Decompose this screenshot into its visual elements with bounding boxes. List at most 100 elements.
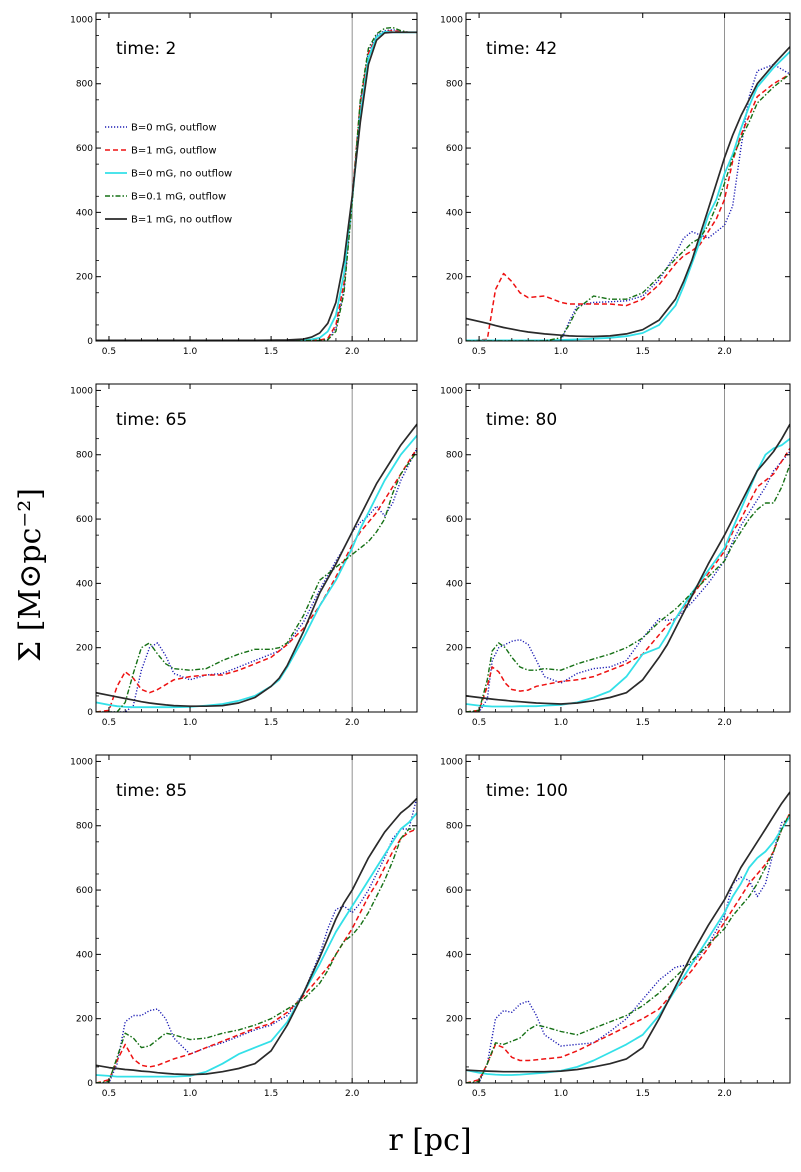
- series-line-b0_noout: [466, 815, 790, 1076]
- series-line-b1_noout: [466, 46, 790, 338]
- y-tick-label: 800: [76, 451, 93, 461]
- x-tick-label: 1.0: [554, 718, 569, 728]
- y-tick-label: 600: [446, 515, 463, 525]
- x-axis-label: r [pc]: [388, 1123, 471, 1158]
- x-tick-label: 1.5: [264, 347, 278, 357]
- y-tick-label: 800: [446, 80, 463, 90]
- series-line-b1_noout: [466, 791, 790, 1073]
- y-tick-label: 1000: [440, 386, 463, 396]
- series-line-b1_noout: [96, 797, 417, 1076]
- y-tick-label: 400: [446, 208, 463, 218]
- y-tick-label: 200: [446, 273, 463, 283]
- panel-time-label: time: 80: [486, 410, 557, 430]
- x-tick-label: 1.0: [183, 1089, 198, 1099]
- panel-1: 0 200 400 600 800 1000 0.5 1.0 1.5 2.0 time: 2 B=0 …: [70, 12, 418, 357]
- plot-frame: [95, 383, 418, 713]
- panel-5: 0 200 400 600 800 1000 0.5 1.0 1.5 2.0 time: 85: [70, 754, 418, 1099]
- legend: B=0 mG, outflow B=1 mG, outflow B=0 mG, no…: [105, 123, 232, 226]
- series-line-b1_noout: [96, 31, 417, 341]
- series-line-b0_out: [466, 451, 790, 712]
- y-tick-label: 400: [76, 950, 93, 960]
- series-line-b1_out: [96, 828, 417, 1083]
- x-tick-label: 0.5: [472, 347, 486, 357]
- y-tick-label: 200: [76, 273, 93, 283]
- panel-time-label: time: 85: [116, 781, 187, 801]
- x-tick-label: 0.5: [102, 718, 116, 728]
- legend-label-b01_out: B=0.1 mG, outflow: [131, 192, 226, 203]
- y-tick-label: 1000: [70, 386, 93, 396]
- x-tick-label: 1.0: [554, 347, 569, 357]
- plot-frame: [465, 754, 791, 1084]
- x-tick-label: 1.5: [264, 718, 278, 728]
- series-group: [96, 423, 417, 712]
- y-tick-label: 400: [76, 208, 93, 218]
- series-line-b0_noout: [466, 50, 790, 341]
- series-line-b0_out: [466, 63, 790, 341]
- series-line-b0_noout: [466, 437, 790, 708]
- y-tick-label: 400: [446, 579, 463, 589]
- x-tick-label: 1.0: [183, 347, 198, 357]
- x-tick-label: 0.5: [102, 1089, 116, 1099]
- y-tick-label: 0: [87, 1079, 93, 1089]
- x-tick-label: 2.0: [717, 347, 732, 357]
- series-line-b1_noout: [96, 423, 417, 708]
- series-line-b1_out: [466, 447, 790, 712]
- panel-time-label: time: 42: [486, 39, 557, 59]
- y-tick-label: 400: [446, 950, 463, 960]
- x-tick-label: 1.0: [183, 718, 198, 728]
- series-line-b01_out: [466, 464, 790, 712]
- series-group: [466, 46, 790, 341]
- y-tick-label: 600: [76, 886, 93, 896]
- y-tick-label: 200: [446, 1015, 463, 1025]
- y-tick-label: 800: [76, 80, 93, 90]
- legend-label-b1_noout: B=1 mG, no outflow: [131, 215, 232, 226]
- panel-4: 0 200 400 600 800 1000 0.5 1.0 1.5 2.0 time: 80: [440, 383, 791, 728]
- series-line-b0_out: [96, 796, 417, 1083]
- series-line-b1_out: [466, 73, 790, 341]
- series-line-b0_noout: [96, 812, 417, 1078]
- series-line-b1_out: [96, 447, 417, 712]
- plot-frame: [465, 12, 791, 342]
- series-line-b0_noout: [96, 434, 417, 709]
- x-tick-label: 1.5: [264, 1089, 278, 1099]
- x-tick-label: 2.0: [345, 347, 360, 357]
- series-group: [96, 26, 417, 341]
- panel-2: 0 200 400 600 800 1000 0.5 1.0 1.5 2.0 time: 42: [440, 12, 791, 357]
- y-tick-label: 200: [76, 644, 93, 654]
- y-tick-label: 200: [446, 644, 463, 654]
- y-tick-label: 1000: [70, 15, 93, 25]
- y-tick-label: 1000: [70, 757, 93, 767]
- y-tick-label: 0: [87, 708, 93, 718]
- series-line-b0_out: [466, 818, 790, 1083]
- y-tick-label: 1000: [440, 15, 463, 25]
- plot-frame: [95, 12, 418, 342]
- x-tick-label: 2.0: [345, 718, 360, 728]
- series-line-b0_out: [96, 29, 417, 341]
- series-line-b01_out: [96, 451, 417, 712]
- panels: 0 200 400 600 800 1000 0.5 1.0 1.5 2.0 time: 2 B=0 …: [70, 12, 791, 1099]
- x-tick-label: 1.5: [636, 347, 650, 357]
- y-tick-label: 600: [76, 144, 93, 154]
- series-group: [466, 791, 790, 1083]
- panel-time-label: time: 100: [486, 781, 568, 801]
- y-tick-label: 600: [446, 886, 463, 896]
- y-axis-label: Σ [M⊙pc⁻²]: [13, 488, 48, 662]
- y-tick-label: 0: [457, 1079, 463, 1089]
- x-tick-label: 2.0: [717, 1089, 732, 1099]
- series-line-b0_out: [96, 447, 417, 712]
- x-tick-label: 1.5: [636, 1089, 650, 1099]
- legend-label-b1_out: B=1 mG, outflow: [131, 146, 217, 157]
- x-tick-label: 0.5: [472, 718, 486, 728]
- series-line-b01_out: [96, 828, 417, 1083]
- y-tick-label: 600: [446, 144, 463, 154]
- y-tick-label: 200: [76, 1015, 93, 1025]
- series-line-b0_noout: [96, 30, 417, 341]
- x-tick-label: 0.5: [102, 347, 116, 357]
- y-tick-label: 0: [87, 337, 93, 347]
- series-line-b01_out: [466, 812, 790, 1083]
- x-tick-label: 1.5: [636, 718, 650, 728]
- series-line-b1_out: [96, 29, 417, 341]
- x-tick-label: 1.0: [554, 1089, 569, 1099]
- x-tick-label: 2.0: [717, 718, 732, 728]
